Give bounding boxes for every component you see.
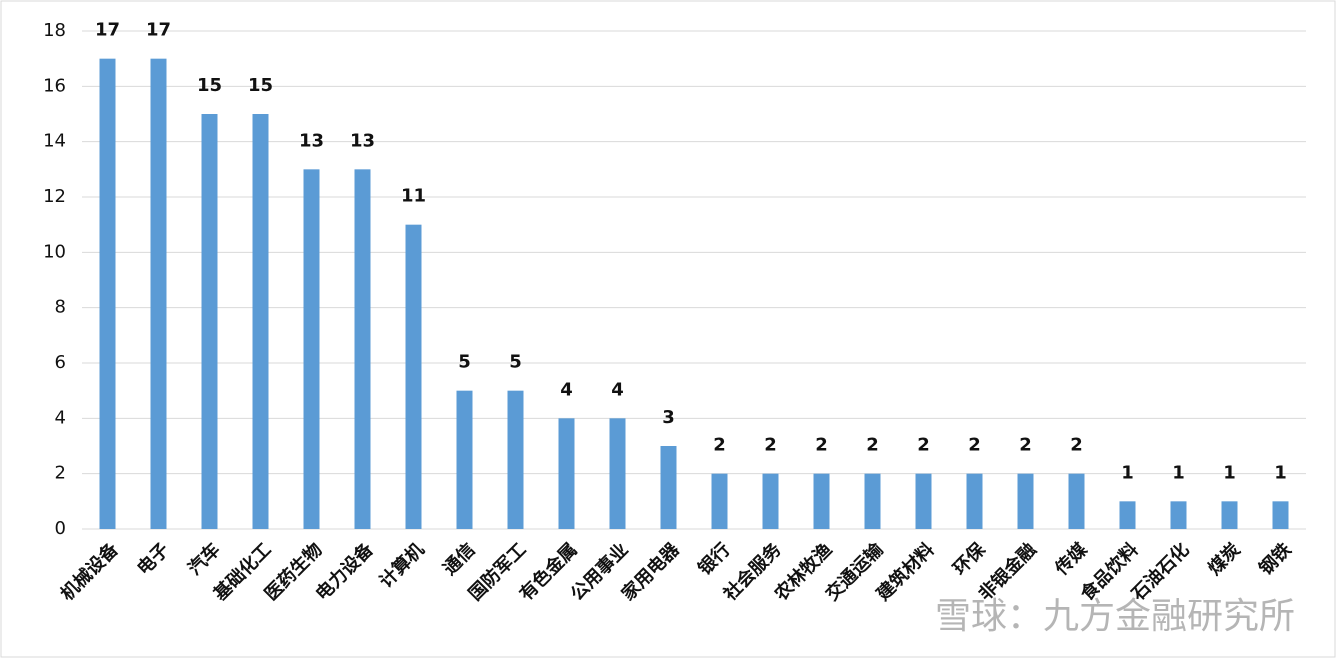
- value-label: 1: [1172, 462, 1185, 483]
- bar: [966, 473, 983, 529]
- bar: [99, 58, 116, 530]
- value-label: 1: [1223, 462, 1236, 483]
- bar: [762, 473, 779, 529]
- value-label: 11: [401, 186, 426, 207]
- bar: [1068, 473, 1085, 529]
- y-tick-label: 2: [55, 463, 66, 484]
- bar: [456, 390, 473, 529]
- value-label: 1: [1274, 462, 1287, 483]
- value-label: 2: [1019, 435, 1032, 456]
- y-tick-label: 8: [55, 297, 66, 318]
- y-tick-label: 14: [43, 131, 66, 152]
- y-tick-label: 10: [43, 241, 66, 262]
- bar: [1221, 501, 1238, 529]
- value-label: 15: [248, 75, 273, 96]
- value-label: 2: [764, 435, 777, 456]
- value-label: 2: [815, 435, 828, 456]
- bar: [864, 473, 881, 529]
- bar: [1272, 501, 1289, 529]
- y-tick-label: 18: [43, 20, 66, 41]
- bar: [1170, 501, 1187, 529]
- value-label: 13: [299, 130, 324, 151]
- bar: [1119, 501, 1136, 529]
- value-label: 5: [458, 352, 471, 373]
- value-label: 2: [866, 435, 879, 456]
- bar: [813, 473, 830, 529]
- value-label: 5: [509, 352, 522, 373]
- bar: [660, 446, 677, 529]
- bar: [252, 114, 269, 529]
- bar: [405, 224, 422, 529]
- bar: [507, 390, 524, 529]
- value-label: 13: [350, 130, 375, 151]
- bar: [558, 418, 575, 529]
- y-tick-label: 12: [43, 186, 66, 207]
- value-label: 2: [713, 435, 726, 456]
- bar: [1017, 473, 1034, 529]
- value-label: 4: [611, 379, 624, 400]
- bar: [915, 473, 932, 529]
- value-label: 17: [95, 20, 120, 41]
- y-tick-label: 0: [55, 518, 66, 539]
- bar: [150, 58, 167, 530]
- value-label: 2: [968, 435, 981, 456]
- y-tick-label: 16: [43, 75, 66, 96]
- value-label: 15: [197, 75, 222, 96]
- value-label: 2: [917, 435, 930, 456]
- bar: [354, 169, 371, 530]
- bar: [609, 418, 626, 529]
- value-label: 4: [560, 379, 573, 400]
- value-label: 3: [662, 407, 675, 428]
- value-label: 17: [146, 20, 171, 41]
- value-label: 1: [1121, 462, 1134, 483]
- bar: [303, 169, 320, 530]
- y-tick-label: 6: [55, 352, 66, 373]
- watermark: 雪球：九方金融研究所: [935, 596, 1295, 637]
- value-label: 2: [1070, 435, 1083, 456]
- bar: [201, 114, 218, 529]
- y-tick-label: 4: [55, 407, 66, 428]
- bar: [711, 473, 728, 529]
